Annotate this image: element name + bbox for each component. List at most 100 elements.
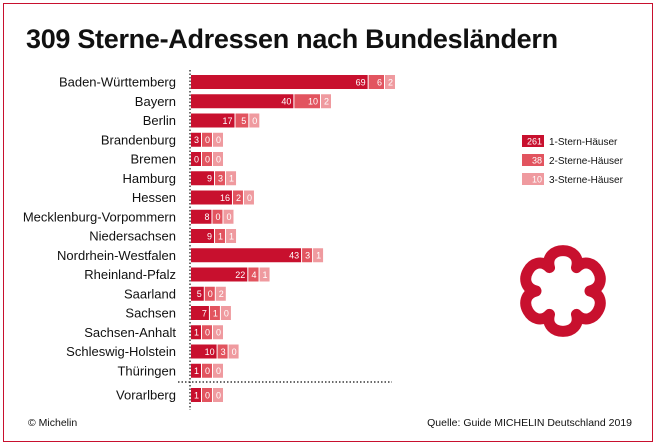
bar-baden-wuerttemberg-3 <box>385 75 395 89</box>
legend-count-2: 38 <box>532 156 542 166</box>
bar-niedersachsen-1 <box>191 229 215 243</box>
value-label-vorarlberg-3: 0 <box>216 390 221 400</box>
value-label-thueringen-2: 0 <box>205 366 210 376</box>
value-label-nordrhein-westfalen-2: 3 <box>305 251 310 261</box>
bar-bremen-2 <box>202 152 212 166</box>
bar-bayern-3 <box>321 94 331 109</box>
bar-sachsen-anhalt-3 <box>213 325 223 340</box>
bar-saarland-1 <box>191 286 204 301</box>
category-label-schleswig-holstein: Schleswig-Holstein <box>66 344 176 359</box>
michelin-star-outline <box>520 245 606 337</box>
bar-hessen-1 <box>191 190 232 205</box>
legend-label-2: 2-Sterne-Häuser <box>549 156 624 167</box>
value-label-saarland-2: 0 <box>208 289 213 299</box>
axis-lines <box>178 70 392 410</box>
value-label-thueringen-1: 1 <box>194 366 199 376</box>
bar-rheinland-pfalz-3 <box>259 267 270 282</box>
category-label-bremen: Bremen <box>130 152 176 167</box>
bar-mecklenburg-vorpommern-2 <box>212 209 223 224</box>
michelin-star-icon <box>520 245 606 337</box>
value-label-berlin-3: 0 <box>252 116 257 126</box>
value-label-brandenburg-2: 0 <box>205 135 210 145</box>
bar-schleswig-holstein-1 <box>191 344 217 359</box>
value-label-sachsen-2: 1 <box>213 308 218 318</box>
bar-brandenburg-1 <box>191 132 201 147</box>
value-label-vorarlberg-1: 1 <box>194 390 199 400</box>
legend-count-1: 261 <box>527 137 542 147</box>
value-label-saarland-3: 2 <box>219 289 224 299</box>
bar-thueringen-3 <box>213 363 223 378</box>
bar-bremen-1 <box>191 152 201 166</box>
value-label-niedersachsen-2: 1 <box>218 231 223 241</box>
bar-brandenburg-3 <box>213 132 223 147</box>
bar-sachsen-3 <box>220 306 231 320</box>
bar-niedersachsen-2 <box>215 229 226 243</box>
value-label-niedersachsen-1: 9 <box>207 231 212 241</box>
bar-baden-wuerttemberg-2 <box>368 75 384 89</box>
value-label-brandenburg-3: 0 <box>216 135 221 145</box>
legend-swatch-3 <box>522 173 544 185</box>
bar-thueringen-1 <box>191 363 201 378</box>
bar-rheinland-pfalz-1 <box>191 267 248 282</box>
bar-schleswig-holstein-2 <box>217 344 228 359</box>
value-label-hamburg-3: 1 <box>229 174 234 184</box>
value-label-nordrhein-westfalen-1: 43 <box>289 251 299 261</box>
value-label-sachsen-anhalt-2: 0 <box>205 328 210 338</box>
value-label-sachsen-anhalt-1: 1 <box>194 328 199 338</box>
category-label-mecklenburg-vorpommern: Mecklenburg-Vorpommern <box>23 209 176 224</box>
value-label-schleswig-holstein-2: 3 <box>221 347 226 357</box>
category-label-sachsen-anhalt: Sachsen-Anhalt <box>84 325 176 340</box>
bar-nordrhein-westfalen-3 <box>313 248 324 263</box>
category-label-sachsen: Sachsen <box>125 306 176 321</box>
category-label-baden-wuerttemberg: Baden-Württemberg <box>59 75 176 90</box>
bar-sachsen-1 <box>191 306 209 320</box>
chart-title: 309 Sterne-Adressen nach Bundesländern <box>26 24 558 54</box>
category-label-berlin: Berlin <box>143 113 176 128</box>
legend-swatch-2 <box>522 154 544 166</box>
category-label-hamburg: Hamburg <box>123 171 176 186</box>
category-label-thueringen: Thüringen <box>117 363 176 378</box>
bar-baden-wuerttemberg-1 <box>191 75 368 89</box>
category-label-niedersachsen: Niedersachsen <box>89 229 176 244</box>
bars: 69 6 240 10 217 5 03 0 00 0 09 3 116 2 08 0 09 1 143 3 122 4 1… <box>191 75 395 402</box>
bar-thueringen-2 <box>202 363 212 378</box>
bar-brandenburg-2 <box>202 132 212 147</box>
bar-berlin-2 <box>235 113 249 128</box>
bar-sachsen-anhalt-2 <box>202 325 212 340</box>
bar-berlin-1 <box>191 113 235 128</box>
value-label-rheinland-pfalz-2: 4 <box>252 270 257 280</box>
bar-hamburg-2 <box>215 171 226 186</box>
value-label-nordrhein-westfalen-3: 1 <box>316 251 321 261</box>
value-label-sachsen-3: 0 <box>224 308 229 318</box>
category-label-brandenburg: Brandenburg <box>101 132 176 147</box>
bar-nordrhein-westfalen-1 <box>191 248 302 263</box>
bar-rheinland-pfalz-2 <box>248 267 259 282</box>
value-label-niedersachsen-3: 1 <box>229 231 234 241</box>
category-label-saarland: Saarland <box>124 286 176 301</box>
value-label-sachsen-anhalt-3: 0 <box>216 328 221 338</box>
copyright-text: © Michelin <box>28 417 78 429</box>
bar-niedersachsen-3 <box>226 229 237 243</box>
category-label-vorarlberg: Vorarlberg <box>116 388 176 403</box>
source-text: Quelle: Guide MICHELIN Deutschland 2019 <box>427 417 632 429</box>
value-label-mecklenburg-vorpommern-3: 0 <box>226 212 231 222</box>
value-label-bremen-2: 0 <box>205 154 210 164</box>
bar-bayern-2 <box>294 94 320 109</box>
value-label-schleswig-holstein-3: 0 <box>232 347 237 357</box>
bar-berlin-3 <box>249 113 260 128</box>
bar-mecklenburg-vorpommern-1 <box>191 209 212 224</box>
bar-saarland-2 <box>204 286 215 301</box>
category-label-bayern: Bayern <box>135 94 176 109</box>
value-label-hessen-2: 2 <box>236 193 241 203</box>
bar-hessen-2 <box>232 190 243 205</box>
bar-vorarlberg-1 <box>191 388 201 402</box>
value-label-hessen-3: 0 <box>247 193 252 203</box>
legend: 261 1-Stern-Häuser 38 2-Sterne-Häuser 10 3-St… <box>522 135 624 186</box>
bar-mecklenburg-vorpommern-3 <box>223 209 234 224</box>
category-label-rheinland-pfalz: Rheinland-Pfalz <box>84 267 176 282</box>
legend-count-3: 10 <box>532 175 542 185</box>
value-label-baden-wuerttemberg-3: 2 <box>388 77 393 87</box>
value-label-sachsen-1: 7 <box>202 308 207 318</box>
value-label-hamburg-2: 3 <box>218 174 223 184</box>
bar-bremen-3 <box>213 152 223 166</box>
